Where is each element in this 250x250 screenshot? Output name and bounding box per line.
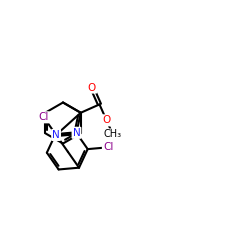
Text: Cl: Cl [103,142,113,152]
Text: N: N [52,130,60,140]
Text: Cl: Cl [38,112,49,122]
Text: O: O [88,82,96,92]
Text: CH₃: CH₃ [104,130,122,140]
Text: O: O [102,115,111,125]
Text: N: N [72,128,80,138]
